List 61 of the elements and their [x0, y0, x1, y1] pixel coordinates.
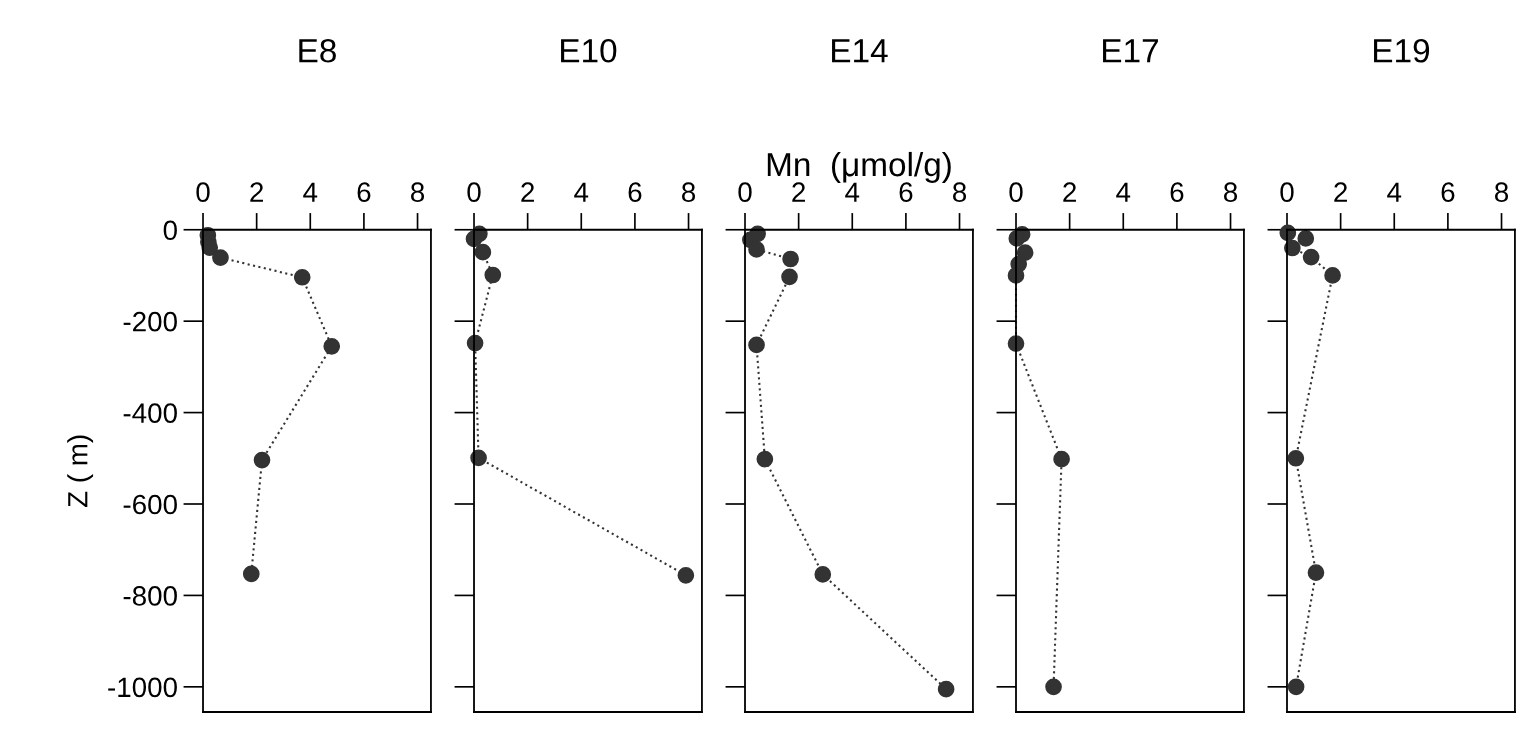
x-tick-label: 2 — [1334, 182, 1347, 202]
x-tick-label: 6 — [628, 182, 642, 203]
chart-title: E19 — [1374, 38, 1430, 63]
point — [781, 268, 798, 286]
y-tick-label: -600 — [123, 494, 177, 515]
point — [677, 566, 695, 584]
x-tick-label: 6 — [357, 182, 371, 203]
point — [782, 250, 799, 268]
x-tick-label: 4 — [303, 182, 318, 202]
point — [1302, 248, 1320, 266]
point — [937, 680, 955, 698]
x-tick-label: 0 — [1009, 182, 1023, 203]
x-tick-label: 4 — [1116, 182, 1131, 202]
point — [474, 243, 492, 261]
y-axis-title: Z ( m) — [67, 435, 94, 507]
point — [1053, 450, 1070, 468]
point — [253, 451, 271, 469]
x-tick-label: 8 — [1495, 182, 1509, 203]
point — [1324, 267, 1341, 284]
x-tick-label: 2 — [250, 182, 263, 202]
x-tick-label: 8 — [411, 182, 425, 203]
chart-title: E8 — [299, 38, 336, 63]
x-tick-label: 0 — [738, 182, 752, 203]
point — [1045, 678, 1062, 696]
x-tick-label: 4 — [574, 182, 589, 202]
point — [814, 566, 832, 583]
x-tick-label: 4 — [845, 182, 860, 202]
x-tick-label: 0 — [1280, 182, 1294, 203]
x-tick-label: 4 — [1387, 182, 1402, 202]
x-tick-label: 6 — [1170, 182, 1184, 203]
point — [748, 336, 765, 354]
point — [484, 266, 502, 284]
x-tick-label: 8 — [1224, 182, 1238, 203]
x-tick-label: 2 — [521, 182, 534, 202]
point — [748, 241, 765, 258]
point — [1287, 678, 1305, 696]
x-tick-label: 8 — [953, 182, 967, 203]
x-tick-label: 2 — [792, 182, 805, 202]
point — [756, 450, 774, 468]
point — [242, 565, 260, 583]
y-tick-label: -800 — [123, 586, 177, 606]
point — [1307, 564, 1325, 581]
point — [212, 249, 229, 266]
x-tick-label: 8 — [682, 182, 696, 203]
x-axis-title: Mn (μmol/g) — [767, 151, 951, 183]
point — [323, 337, 341, 355]
y-tick-label: -1000 — [108, 677, 177, 698]
x-tick-label: 0 — [467, 182, 481, 203]
x-tick-label: 0 — [196, 182, 210, 203]
chart-title: E14 — [832, 39, 888, 63]
chart-title: E17 — [1103, 39, 1158, 63]
x-tick-label: 2 — [1063, 182, 1076, 202]
point — [1287, 449, 1305, 467]
point — [1297, 230, 1315, 247]
y-tick-label: -400 — [123, 403, 177, 423]
y-tick-label: -200 — [123, 311, 177, 332]
x-tick-label: 6 — [899, 182, 913, 203]
chart-title: E10 — [561, 38, 617, 63]
y-tick-label: 0 — [163, 220, 177, 241]
point — [293, 268, 311, 286]
x-tick-label: 6 — [1441, 182, 1455, 203]
